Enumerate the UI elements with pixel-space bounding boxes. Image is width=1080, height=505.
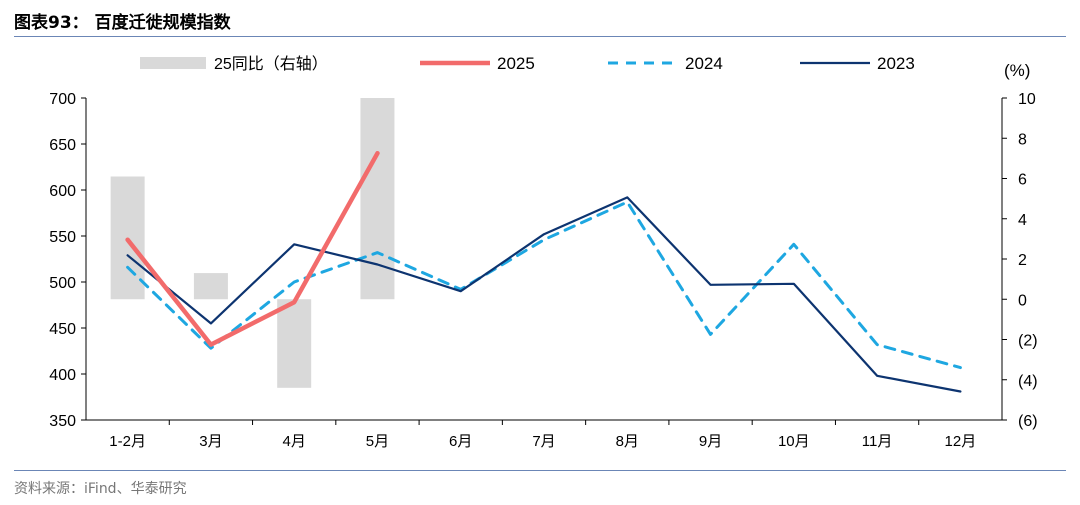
- title-bar: 图表93： 百度迁徙规模指数: [14, 6, 1066, 37]
- series-line-2025: [125, 150, 380, 347]
- x-tick-label-8: 10月: [778, 433, 810, 450]
- x-tick-label-2: 4月: [283, 433, 306, 450]
- right-tick-label-4: 2: [1018, 252, 1027, 269]
- x-tick-label-6: 8月: [616, 433, 639, 450]
- source-note: 资料来源：iFind、华泰研究: [14, 481, 187, 497]
- legend-label-bars: 25同比（右轴）: [214, 55, 328, 73]
- legend: 25同比（右轴） 2025 2024 2023: [140, 54, 915, 73]
- x-tick-label-9: 11月: [862, 433, 893, 450]
- bars-layer: [110, 98, 395, 388]
- legend-label-2025: 2025: [497, 54, 535, 73]
- right-tick-label-1: 8: [1018, 131, 1027, 148]
- right-tick-label-2: 6: [1018, 172, 1027, 189]
- series-line-2024: [126, 200, 962, 370]
- left-tick-label-2: 600: [49, 183, 76, 200]
- right-tick-label-6: (2): [1018, 333, 1038, 350]
- left-tick-label-3: 550: [49, 229, 76, 246]
- right-tick-label-8: (6): [1018, 413, 1038, 430]
- right-tick-label-0: 10: [1018, 91, 1036, 108]
- bar-2: [277, 299, 312, 388]
- page-title: 图表93： 百度迁徙规模指数: [14, 13, 231, 33]
- legend-swatch-bars: [140, 57, 206, 69]
- x-tick-label-1: 3月: [199, 433, 222, 450]
- series-line-2023: [126, 196, 962, 393]
- left-tick-label-7: 350: [49, 413, 76, 430]
- left-tick-label-4: 500: [49, 275, 76, 292]
- x-tick-label-3: 5月: [366, 433, 389, 450]
- left-tick-label-5: 450: [49, 321, 76, 338]
- lines-layer: [125, 150, 962, 393]
- legend-label-2024: 2024: [685, 54, 723, 73]
- right-axis-unit: (%): [1004, 61, 1030, 80]
- bar-1: [193, 273, 228, 300]
- bar-3: [360, 98, 395, 300]
- x-tick-label-0: 1-2月: [109, 433, 146, 450]
- footer-divider: [14, 470, 1066, 471]
- x-tick-label-4: 6月: [449, 433, 472, 450]
- right-tick-label-5: 0: [1018, 292, 1027, 309]
- x-tick-label-10: 12月: [945, 433, 977, 450]
- left-tick-label-6: 400: [49, 367, 76, 384]
- right-tick-label-3: 4: [1018, 212, 1027, 229]
- x-tick-label-7: 9月: [699, 433, 722, 450]
- axes-layer: 700 650 600 550 500 450 400 350 10 8 6 4 2 0 (2) (4) (6)…: [49, 61, 1037, 450]
- left-tick-label-0: 700: [49, 91, 76, 108]
- legend-label-2023: 2023: [877, 54, 915, 73]
- x-tick-label-5: 7月: [532, 433, 555, 450]
- left-tick-label-1: 650: [49, 137, 76, 154]
- right-tick-label-7: (4): [1018, 373, 1038, 390]
